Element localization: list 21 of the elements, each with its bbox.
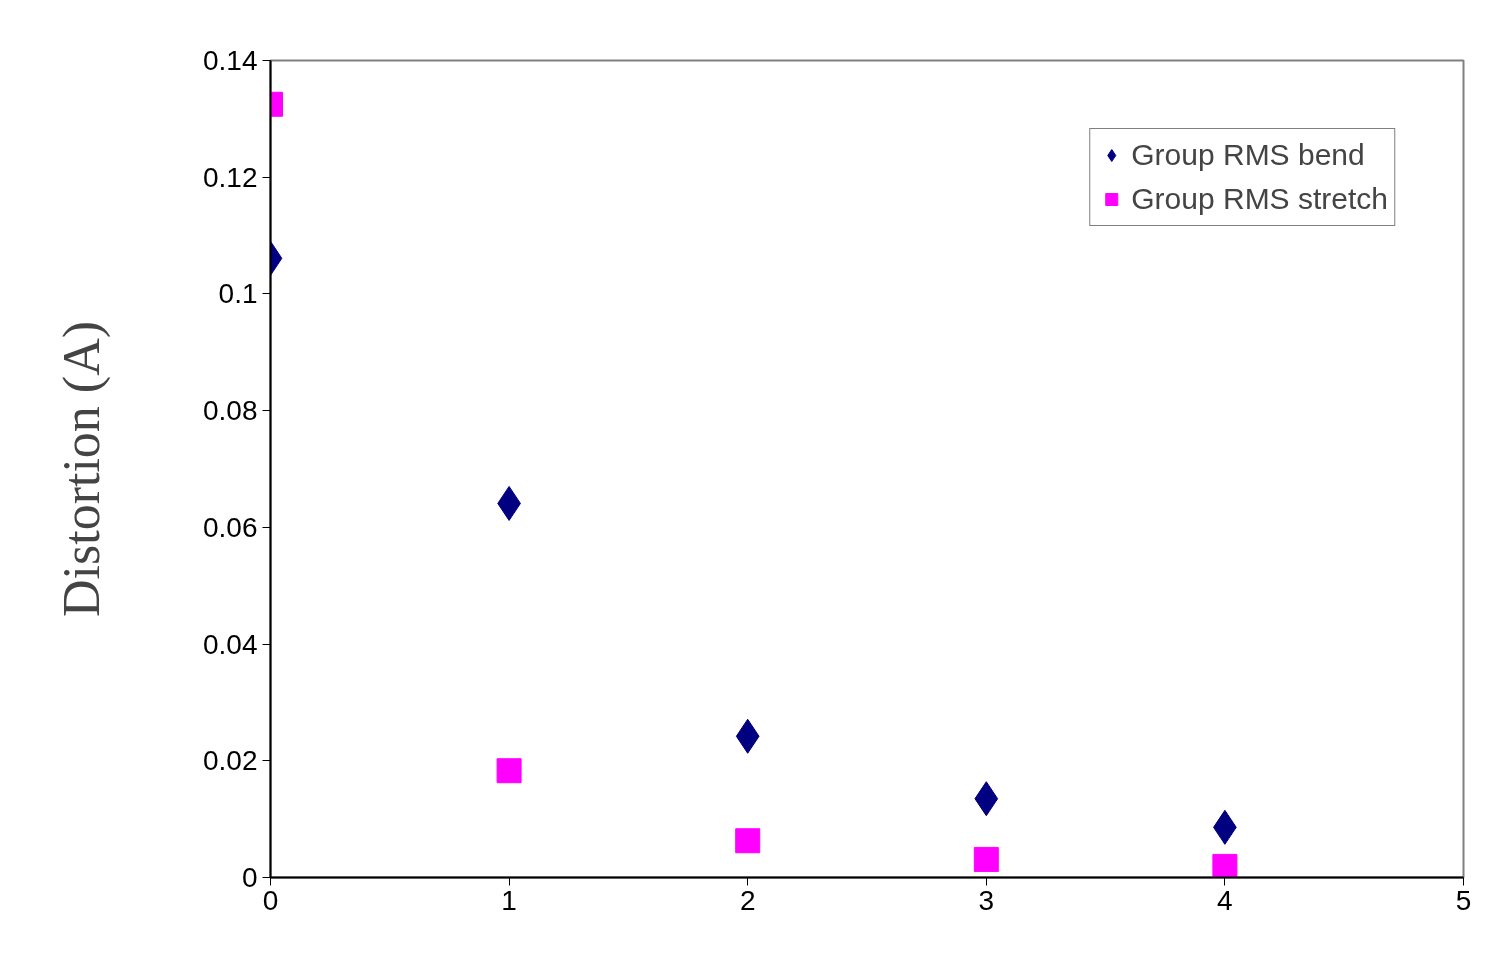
x-tick-label: 3 [978, 884, 995, 916]
point [973, 846, 999, 872]
y-tick-label: 0.02 [203, 745, 258, 777]
y-tick-label: 0.08 [203, 395, 258, 427]
point [496, 758, 522, 784]
y-tick-label: 0.04 [203, 628, 258, 660]
y-tick-label: 0.12 [203, 161, 258, 193]
x-tick-label: 5 [1455, 884, 1472, 916]
point [735, 828, 761, 854]
y-axis-title: Distortion (A) [53, 320, 111, 618]
y-tick-label: 0.1 [218, 278, 258, 310]
x-tick-label: 2 [739, 884, 756, 916]
x-tick-label: 0 [262, 884, 279, 916]
y-tick-label: 0 [241, 862, 258, 893]
y-tick-label: 0.06 [203, 511, 258, 543]
point [1212, 853, 1238, 878]
x-tick-label: 4 [1217, 884, 1233, 916]
legend-label: Group RMS stretch [1131, 182, 1388, 216]
legend-label: Group RMS bend [1131, 138, 1365, 172]
y-tick-label: 0.14 [203, 45, 258, 76]
x-tick-label: 1 [501, 884, 517, 916]
